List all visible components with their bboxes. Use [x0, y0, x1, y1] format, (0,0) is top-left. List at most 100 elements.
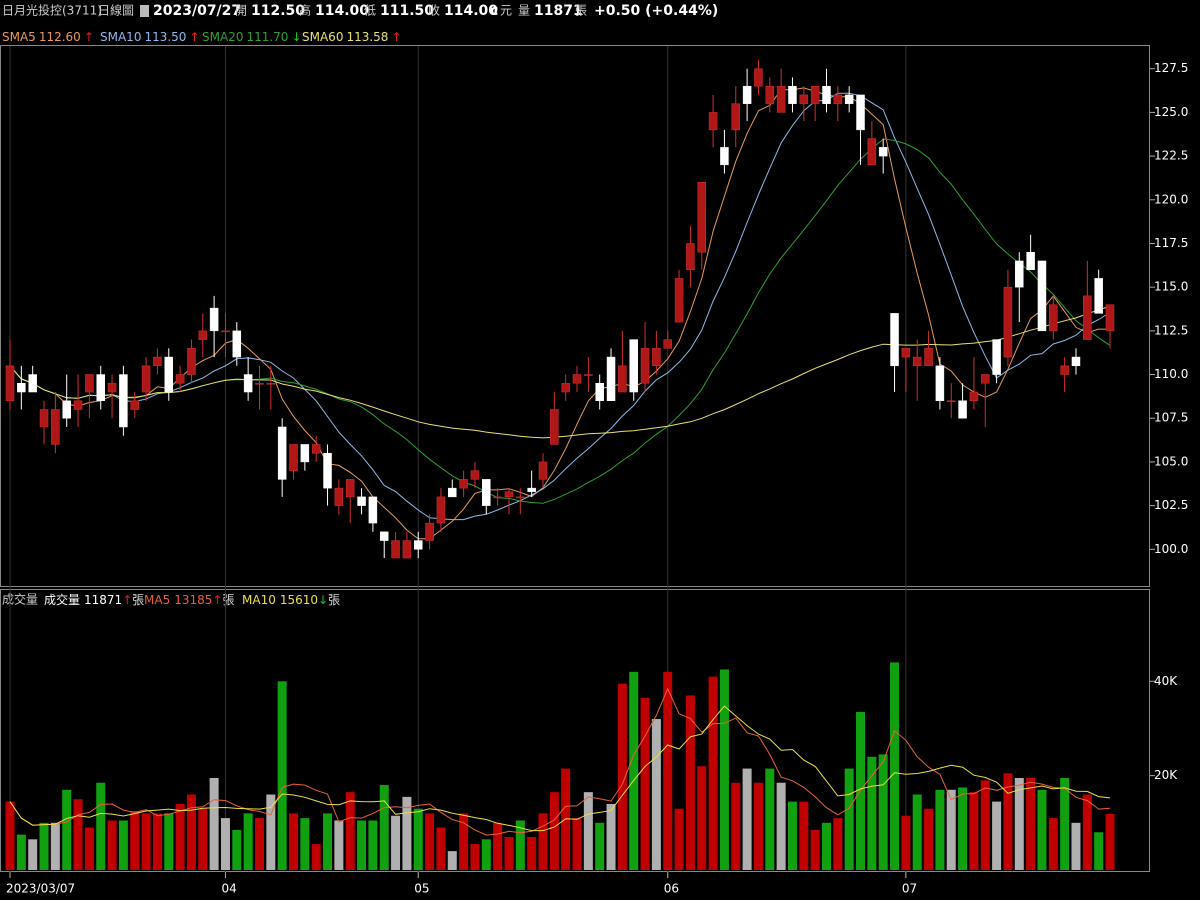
volume-bar [719, 669, 729, 870]
volume-bar [572, 818, 582, 870]
candle-body [345, 479, 355, 498]
volume-bar [890, 662, 900, 870]
candle-body [17, 383, 26, 393]
candle-body [935, 365, 945, 402]
volume-bar [821, 822, 831, 870]
volume-bar [674, 808, 684, 870]
candle-body [754, 68, 763, 87]
candle-body [28, 374, 37, 393]
y-tick-label: 100.0 [1154, 542, 1188, 556]
volume-bar [39, 822, 49, 870]
volume-bar [16, 834, 26, 870]
volume-bar [447, 851, 457, 870]
volume-bar [186, 794, 196, 870]
candle-body [119, 374, 128, 428]
candle-body [924, 348, 933, 367]
volume-bar [164, 813, 174, 870]
y-tick-label: 110.0 [1154, 367, 1188, 381]
legend-name: SMA20 [202, 30, 243, 44]
ma-line [9, 305, 1111, 439]
volume-bar [1037, 789, 1047, 870]
volume-bar [1026, 778, 1036, 870]
legend-unit: 張 [328, 593, 340, 607]
candle-body [1083, 295, 1092, 340]
candle-body [901, 348, 911, 358]
volume-bar [379, 785, 389, 870]
legend-arrow: ↑ [84, 30, 94, 44]
candle-body [776, 85, 786, 113]
candle-body [413, 540, 423, 550]
volume-bar [640, 697, 650, 870]
candle-body [890, 313, 899, 367]
candle-body [1049, 304, 1058, 332]
candle-body [867, 138, 877, 166]
candle-body [663, 339, 672, 349]
candle-body [652, 348, 661, 367]
volume-bar [50, 822, 60, 870]
legend-arrow: ↓ [291, 30, 301, 44]
y-tick-label: 112.5 [1154, 323, 1188, 337]
candle-body [1060, 365, 1069, 375]
high-label: 高 [299, 3, 311, 18]
legend-value: 113.58 [346, 30, 388, 44]
legend-unit: 張 [132, 593, 144, 607]
volume-ma-line [9, 687, 1111, 836]
candle-body [856, 94, 865, 131]
volume-bar [1048, 818, 1058, 870]
candle-body [788, 85, 797, 104]
candle-body [572, 374, 582, 384]
volume-bar [617, 683, 627, 870]
legend-arrow: ↑ [189, 30, 199, 44]
candle-body [73, 400, 83, 410]
volume-bar [391, 815, 401, 870]
candle-body [1003, 286, 1013, 358]
volume-bar [62, 789, 72, 870]
volume-bar [232, 829, 242, 870]
volume-bar [901, 815, 911, 870]
volume-bar [799, 801, 809, 870]
volume-bar [787, 801, 797, 870]
candle-body [810, 85, 820, 104]
volume-bar [289, 813, 299, 870]
volume-bar [697, 766, 707, 870]
candle-body [391, 540, 400, 559]
open-label: 開 [235, 4, 247, 18]
ma-line [9, 92, 1111, 521]
candle-body [164, 356, 174, 393]
candle-body [357, 496, 366, 506]
candle-body [311, 444, 321, 454]
volume-bar [1060, 778, 1070, 870]
candle-body [402, 540, 412, 559]
change: +0.50 (+0.44%) [594, 3, 718, 19]
volume-bar [84, 827, 94, 870]
candle-body [878, 147, 888, 157]
volume-bar [198, 808, 208, 870]
volume-bar [538, 813, 548, 870]
candle-body [708, 112, 718, 131]
volume-bar [810, 829, 820, 870]
open: 112.50 [251, 3, 305, 19]
close-flag: c [490, 3, 498, 19]
candle-body [969, 391, 979, 402]
candle-body [153, 356, 162, 367]
volume-bar [481, 839, 491, 870]
volume-bar [220, 818, 230, 870]
volume-bar [436, 827, 446, 870]
candle-body [516, 496, 525, 499]
legend-arrow: ↑ [122, 593, 132, 607]
volume-bar [515, 820, 525, 870]
volume-bar [357, 820, 367, 870]
legend-name: MA5 [144, 593, 170, 607]
volume-bar [992, 801, 1002, 870]
candle-body [1094, 278, 1103, 314]
candle-body [379, 531, 389, 541]
candle-body [595, 383, 604, 402]
volume-bar [368, 820, 378, 870]
candle-body [720, 147, 729, 166]
candle-body [742, 85, 752, 104]
volume: 11871 [534, 3, 583, 19]
volume-bar [731, 782, 741, 870]
candle-body [674, 278, 684, 323]
legend-value: 113.50 [144, 30, 186, 44]
candle-body [946, 400, 956, 403]
